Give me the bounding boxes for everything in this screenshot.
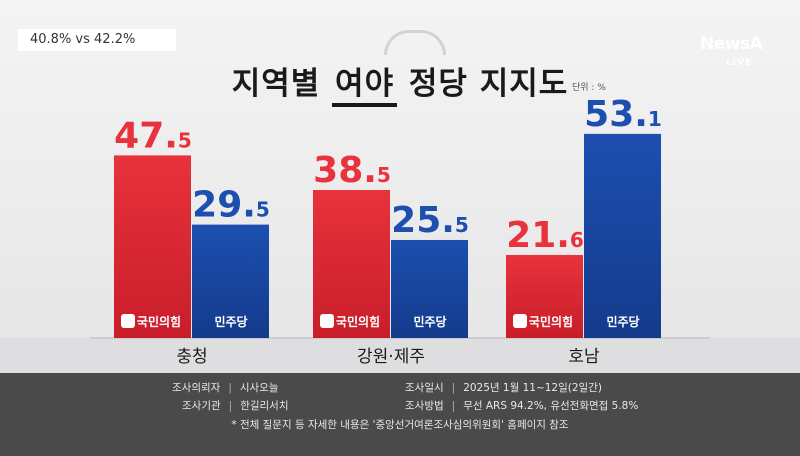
category-label-2: 호남 bbox=[568, 347, 600, 367]
series-label-2-1: 민주당 bbox=[606, 314, 639, 329]
bar-1-1 bbox=[391, 239, 468, 338]
series-label-2-0: 국민의힘 bbox=[529, 314, 573, 329]
value-label-2-0: 21.6 bbox=[506, 215, 584, 256]
bar-0-1 bbox=[192, 224, 269, 338]
title-post: 정당 지지도 bbox=[408, 66, 569, 102]
footer-date-row: 조사일시 | 2025년 1월 11~12일(2일간) bbox=[405, 382, 602, 394]
party-logo-icon bbox=[513, 314, 527, 328]
client-label: 조사의뢰자 bbox=[172, 382, 221, 394]
category-label-1: 강원·제주 bbox=[357, 347, 425, 367]
method-label: 조사방법 bbox=[405, 400, 444, 412]
client-value: 시사오늘 bbox=[239, 382, 279, 394]
title-pre: 지역별 bbox=[231, 66, 321, 102]
series-label-0-1: 민주당 bbox=[214, 314, 247, 329]
category-band bbox=[0, 338, 800, 373]
bar-1-0 bbox=[313, 190, 390, 338]
chart-title: 지역별 여야 정당 지지도 bbox=[0, 58, 800, 107]
value-label-1-1: 25.5 bbox=[391, 200, 469, 241]
category-label-0: 충청 bbox=[176, 347, 207, 367]
value-label-0-1: 29.5 bbox=[192, 185, 270, 226]
party-logo-icon bbox=[121, 314, 135, 328]
live-label: LIVE bbox=[726, 58, 753, 68]
comparison-badge: 40.8% vs 42.2% bbox=[18, 29, 176, 51]
footer-org-row: 조사기관 | 한길리서치 bbox=[182, 400, 289, 412]
footer-client-row: 조사의뢰자 | 시사오늘 bbox=[172, 382, 279, 394]
series-label-1-1: 민주당 bbox=[413, 314, 446, 329]
survey-footer bbox=[0, 373, 800, 456]
series-label-1-0: 국민의힘 bbox=[336, 314, 380, 329]
method-value: 무선 ARS 94.2%, 유선전화면접 5.8% bbox=[463, 400, 639, 412]
footer-note: * 전체 질문지 등 자세한 내용은 '중앙선거여론조사심의위원회' 홈페이지 … bbox=[231, 419, 569, 431]
date-label: 조사일시 bbox=[405, 382, 444, 394]
value-label-2-1: 53.1 bbox=[584, 94, 662, 135]
party-logo-icon bbox=[320, 314, 334, 328]
value-label-1-0: 38.5 bbox=[313, 150, 391, 191]
bar-2-1 bbox=[584, 133, 661, 338]
org-value: 한길리서치 bbox=[240, 400, 289, 412]
date-value: 2025년 1월 11~12일(2일간) bbox=[463, 382, 602, 394]
bar-0-0 bbox=[114, 155, 191, 338]
series-label-0-0: 국민의힘 bbox=[137, 314, 181, 329]
brand-logo: NewsA bbox=[700, 34, 763, 54]
org-label: 조사기관 bbox=[182, 400, 221, 412]
footer-method-row: 조사방법 | 무선 ARS 94.2%, 유선전화면접 5.8% bbox=[405, 400, 639, 412]
value-label-0-0: 47.5 bbox=[114, 115, 192, 156]
title-highlight: 여야 bbox=[332, 58, 398, 107]
unit-label: 단위 : % bbox=[572, 83, 606, 93]
